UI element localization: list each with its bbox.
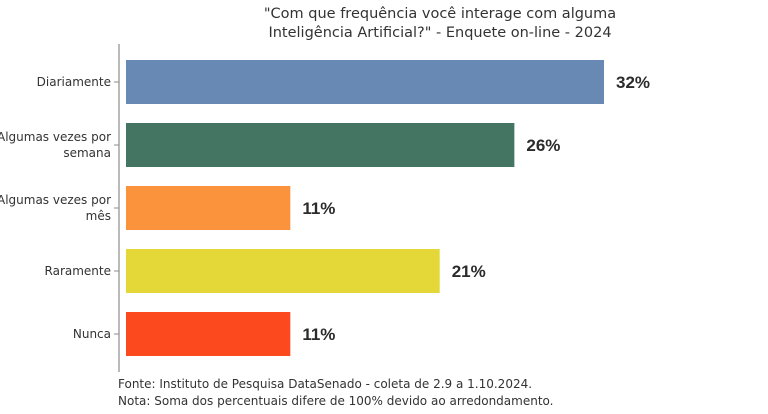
category-label: Algumas vezes por mês xyxy=(0,193,111,223)
chart-title-line: Inteligência Artificial?" - Enquete on-l… xyxy=(268,25,611,41)
bars: Diariamente 32% Algumas vezes por semana 26%… xyxy=(0,60,650,356)
category-label: Algumas vezes por semana xyxy=(0,130,111,160)
value-label: 26% xyxy=(526,136,560,155)
value-label: 32% xyxy=(616,73,650,92)
bar xyxy=(126,312,291,356)
category-label: Diariamente xyxy=(37,75,111,89)
bar-chart: "Com que frequência você interage com al… xyxy=(0,6,650,372)
chart-title: "Com que frequência você interage com al… xyxy=(264,6,616,41)
source-note: Fonte: Instituto de Pesquisa DataSenado … xyxy=(118,377,533,391)
rounding-note: Nota: Soma dos percentuais difere de 100… xyxy=(118,394,554,408)
bar xyxy=(126,186,291,230)
value-label: 11% xyxy=(302,199,335,218)
bar xyxy=(126,123,515,167)
value-label: 21% xyxy=(452,262,486,281)
chart-title-line: "Com que frequência você interage com al… xyxy=(264,6,616,22)
category-label: Raramente xyxy=(45,264,111,278)
bar xyxy=(126,249,440,293)
bar xyxy=(126,60,604,104)
value-label: 11% xyxy=(302,325,335,344)
category-label: Nunca xyxy=(73,327,111,341)
